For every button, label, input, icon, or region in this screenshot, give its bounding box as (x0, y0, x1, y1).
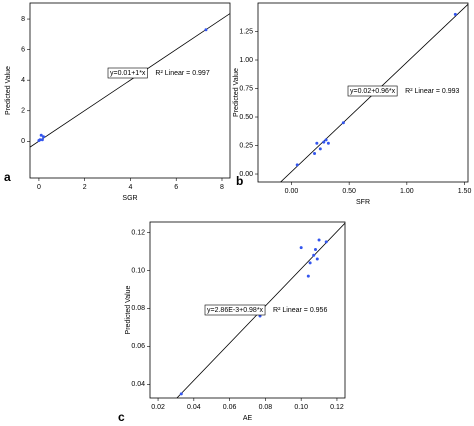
point (313, 248, 317, 252)
point (179, 392, 183, 396)
point (317, 238, 321, 242)
point (295, 163, 299, 167)
panel-label: b (236, 174, 243, 188)
x-tick-label: 0.50 (342, 188, 356, 195)
point (313, 151, 317, 155)
y-tick-label: 0.75 (239, 85, 253, 92)
r2-label: R² Linear = 0.997 (155, 70, 209, 77)
y-tick-label: 0.04 (131, 381, 145, 388)
x-tick-label: 1.50 (458, 188, 472, 195)
y-tick-label: 4 (21, 77, 25, 84)
point (318, 147, 322, 151)
y-tick-label: 6 (21, 46, 25, 53)
point (324, 138, 328, 142)
point (324, 240, 328, 244)
y-axis-title: Predicted Value (5, 66, 12, 115)
x-tick-label: 6 (174, 184, 178, 191)
x-tick-label: 8 (220, 184, 224, 191)
point (312, 253, 316, 257)
point (39, 133, 43, 137)
y-tick-label: 1.25 (239, 28, 253, 35)
point (315, 141, 319, 145)
x-tick-label: 1.00 (400, 188, 414, 195)
fit-label: y=0.01+1*x (110, 70, 146, 77)
plot-frame (149, 221, 346, 399)
plot-frame (29, 2, 231, 179)
x-axis-title: SFR (356, 199, 370, 206)
x-tick-label: 2 (83, 184, 87, 191)
y-tick-label: 0.12 (131, 229, 145, 236)
x-tick-label: 0.12 (330, 404, 344, 411)
fit-line (280, 3, 468, 182)
x-tick-label: 0.00 (285, 188, 299, 195)
fit-label-box (107, 67, 148, 79)
r2-label: R² Linear = 0.956 (273, 307, 327, 314)
x-tick-label: 0.02 (151, 404, 165, 411)
y-tick-label: 0.08 (131, 305, 145, 312)
panel-label: a (4, 170, 11, 184)
fit-line (30, 13, 230, 148)
fit-label-box (347, 85, 398, 97)
point (42, 135, 46, 139)
point (299, 246, 303, 250)
y-tick-label: 0.06 (131, 343, 145, 350)
point (38, 138, 42, 142)
panel-label: c (118, 410, 125, 424)
y-tick-label: 0.50 (239, 114, 253, 121)
point (453, 12, 457, 16)
x-tick-label: 0.06 (223, 404, 237, 411)
x-tick-label: 0 (37, 184, 41, 191)
x-tick-label: 0.10 (294, 404, 308, 411)
x-tick-label: 4 (129, 184, 133, 191)
plot-frame (257, 2, 469, 183)
fit-label-box (204, 304, 266, 316)
y-tick-label: 1.00 (239, 57, 253, 64)
y-axis-title: Predicted Value (125, 285, 132, 334)
y-tick-label: 8 (21, 16, 25, 23)
y-axis-title: Predicted Value (233, 68, 240, 117)
x-tick-label: 0.08 (259, 404, 273, 411)
point (322, 140, 326, 144)
point (40, 138, 44, 142)
point (315, 257, 319, 261)
fit-label: y=0.02+0.96*x (350, 88, 396, 95)
y-tick-label: 2 (21, 108, 25, 115)
y-tick-label: 0 (21, 138, 25, 145)
point (341, 121, 345, 125)
point (306, 274, 310, 278)
point (326, 141, 330, 145)
y-tick-label: 0.10 (131, 267, 145, 274)
fit-line (176, 222, 345, 398)
y-tick-label: 0.25 (239, 142, 253, 149)
r2-label: R² Linear = 0.993 (405, 88, 459, 95)
point (308, 261, 312, 265)
x-axis-title: AE (243, 415, 253, 422)
fit-label: y=2.86E-3+0.98*x (207, 307, 264, 314)
x-tick-label: 0.04 (187, 404, 201, 411)
y-tick-label: 0.00 (239, 171, 253, 178)
x-axis-title: SGR (122, 195, 137, 202)
point (204, 28, 208, 32)
